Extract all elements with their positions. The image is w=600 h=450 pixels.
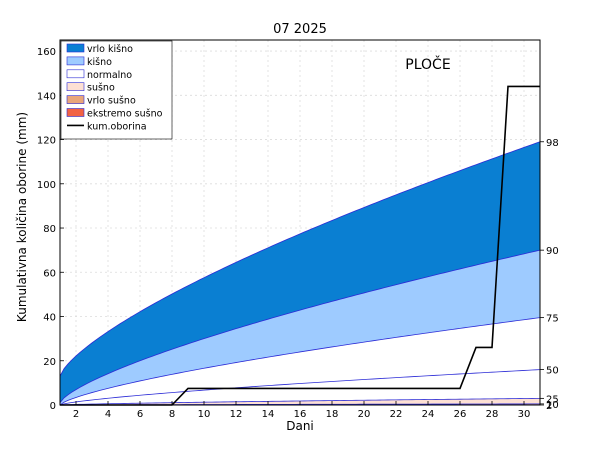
legend-swatch-vrlo-kišno [66, 43, 85, 53]
x-tick-label-4: 4 [105, 409, 111, 420]
legend-swatch-normalno [66, 69, 85, 79]
percentile-label-90: 90 [546, 246, 559, 257]
band-vrlo-kišno [60, 141, 540, 403]
x-tick-label-22: 22 [390, 409, 403, 420]
legend-label-cumulative: kum.oborina [87, 121, 147, 132]
percentile-curve-75 [59, 317, 541, 406]
legend-swatch-sušno [66, 82, 85, 91]
percentile-curve-50 [59, 369, 541, 406]
y-tick-label-0: 0 [50, 401, 56, 412]
x-tick-label-12: 12 [230, 409, 243, 420]
percentile-curve-90 [59, 249, 541, 404]
x-tick-label-24: 24 [422, 409, 435, 420]
y-axis-label: Kumulativna količina oborine (mm) [15, 112, 29, 322]
axes: 2 4 6 8 10 12 14 16 18 20 22 24 26 28 3002040608010012… [37, 47, 530, 420]
cumulative-series [60, 85, 540, 406]
x-axis-label: Dani [286, 419, 314, 433]
x-tick-label-18: 18 [326, 409, 339, 420]
legend-swatch-vrlo-sušno [66, 95, 85, 104]
percentile-label-10: 10 [546, 400, 559, 411]
percentile-label-98: 98 [546, 138, 559, 149]
cumulative-line [60, 85, 540, 406]
legend-swatch-ekstremo-sušno [66, 108, 85, 117]
y-tick-label-140: 140 [37, 91, 56, 102]
y-tick-label-100: 100 [37, 180, 56, 191]
legend-label-normalno: normalno [87, 70, 132, 81]
percentile-label-50: 50 [546, 366, 559, 377]
y-tick-label-120: 120 [37, 136, 56, 147]
x-tick-label-30: 30 [518, 409, 531, 420]
band-kišno [60, 250, 540, 405]
x-tick-label-16: 16 [294, 409, 307, 420]
legend-label-ekstremo-sušno: ekstremo sušno [87, 109, 163, 120]
legend-swatch-kišno [66, 56, 85, 66]
x-tick-label-20: 20 [358, 409, 371, 420]
y-tick-label-40: 40 [43, 313, 56, 324]
percentile-label-2: 2 [546, 401, 552, 412]
station-label: PLOČE [405, 55, 450, 73]
x-tick-label-14: 14 [262, 409, 275, 420]
legend-label-kišno: kišno [87, 57, 112, 68]
percentile-label-75: 75 [546, 314, 559, 325]
x-tick-label-10: 10 [198, 409, 211, 420]
percentile-label-25: 25 [546, 394, 559, 405]
legend-label-vrlo-sušno: vrlo sušno [87, 96, 136, 107]
x-tick-label-8: 8 [169, 409, 175, 420]
y-tick-label-60: 60 [43, 268, 56, 279]
legend-label-sušno: sušno [87, 83, 115, 94]
y-tick-label-160: 160 [37, 47, 56, 58]
chart-title: 07 2025 [273, 22, 327, 37]
x-tick-label-26: 26 [454, 409, 467, 420]
legend-label-vrlo-kišno: vrlo kišno [87, 44, 133, 55]
x-tick-label-28: 28 [486, 409, 499, 420]
legend: vrlo kišno kišno normalno sušno vrlo sušno ek… [60, 40, 173, 140]
y-tick-label-80: 80 [43, 224, 56, 235]
y-tick-label-20: 20 [43, 357, 56, 368]
percentile-curve-98 [59, 141, 541, 377]
x-tick-label-6: 6 [137, 409, 143, 420]
band-normalno [60, 317, 540, 405]
x-tick-label-2: 2 [73, 409, 79, 420]
